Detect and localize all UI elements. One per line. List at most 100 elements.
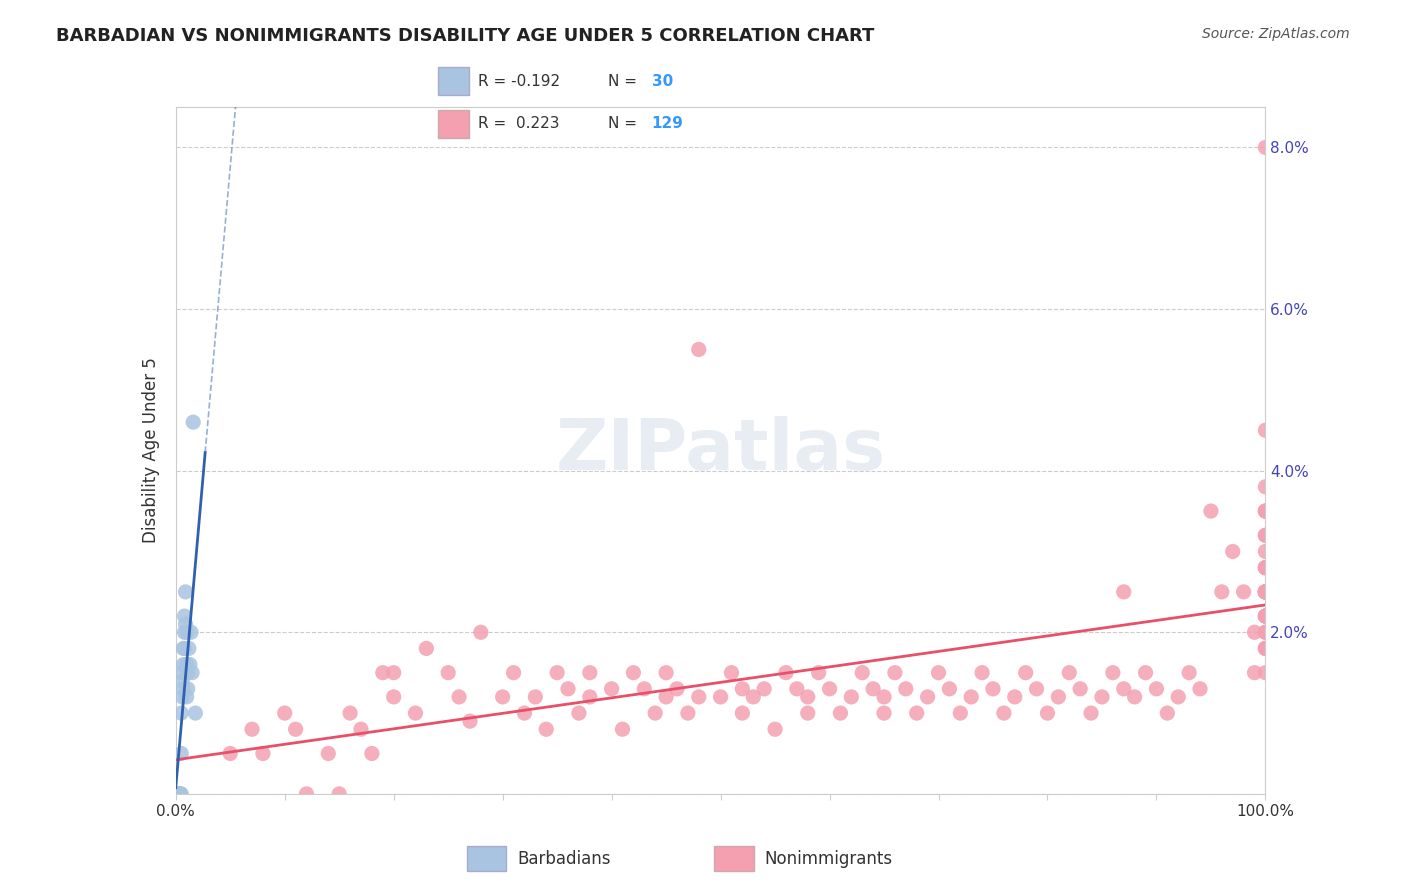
Barbadians (167, 787, 190, 801)
Barbadians (177, 665, 200, 680)
Nonimmigrants (458, 714, 481, 728)
Nonimmigrants (905, 706, 928, 720)
Nonimmigrants (371, 665, 394, 680)
Nonimmigrants (830, 706, 852, 720)
Nonimmigrants (1199, 504, 1222, 518)
Nonimmigrants (1047, 690, 1070, 704)
Nonimmigrants (1091, 690, 1114, 704)
Nonimmigrants (513, 706, 536, 720)
Nonimmigrants (981, 681, 1004, 696)
Nonimmigrants (1178, 665, 1201, 680)
Nonimmigrants (1254, 544, 1277, 558)
Barbadians (172, 673, 194, 688)
Text: Barbadians: Barbadians (517, 849, 612, 868)
Text: 30: 30 (651, 74, 673, 88)
Nonimmigrants (1254, 560, 1277, 574)
Nonimmigrants (1254, 585, 1277, 599)
Nonimmigrants (612, 723, 634, 737)
Barbadians (172, 665, 194, 680)
Barbadians (176, 625, 198, 640)
Nonimmigrants (1144, 681, 1167, 696)
Bar (467, 847, 506, 871)
Nonimmigrants (851, 665, 873, 680)
Nonimmigrants (621, 665, 644, 680)
Nonimmigrants (841, 690, 863, 704)
Nonimmigrants (1080, 706, 1102, 720)
Nonimmigrants (676, 706, 699, 720)
Nonimmigrants (917, 690, 939, 704)
Bar (439, 67, 470, 95)
Nonimmigrants (557, 681, 579, 696)
Nonimmigrants (796, 690, 818, 704)
Barbadians (179, 657, 201, 672)
Nonimmigrants (1254, 504, 1277, 518)
Barbadians (172, 690, 194, 704)
Nonimmigrants (1015, 665, 1038, 680)
Nonimmigrants (666, 681, 689, 696)
Nonimmigrants (993, 706, 1015, 720)
Nonimmigrants (328, 787, 350, 801)
Nonimmigrants (742, 690, 765, 704)
Nonimmigrants (1254, 625, 1277, 640)
Nonimmigrants (731, 706, 754, 720)
Text: ZIPatlas: ZIPatlas (555, 416, 886, 485)
Barbadians (170, 747, 193, 761)
Nonimmigrants (1243, 665, 1265, 680)
Nonimmigrants (1254, 560, 1277, 574)
Nonimmigrants (688, 343, 710, 357)
Nonimmigrants (1167, 690, 1189, 704)
Nonimmigrants (339, 706, 361, 720)
Nonimmigrants (775, 665, 797, 680)
Nonimmigrants (1004, 690, 1026, 704)
Bar (439, 110, 470, 138)
Nonimmigrants (1254, 504, 1277, 518)
Nonimmigrants (894, 681, 917, 696)
Text: N =: N = (609, 117, 643, 131)
Nonimmigrants (600, 681, 623, 696)
Nonimmigrants (655, 665, 678, 680)
Barbadians (170, 706, 193, 720)
Nonimmigrants (318, 747, 340, 761)
Text: R =  0.223: R = 0.223 (478, 117, 560, 131)
Nonimmigrants (655, 690, 678, 704)
Nonimmigrants (1254, 585, 1277, 599)
Nonimmigrants (1232, 585, 1256, 599)
Nonimmigrants (546, 665, 568, 680)
Nonimmigrants (1025, 681, 1047, 696)
Nonimmigrants (710, 690, 733, 704)
Nonimmigrants (437, 665, 460, 680)
Nonimmigrants (763, 723, 786, 737)
Nonimmigrants (1254, 585, 1277, 599)
Text: R = -0.192: R = -0.192 (478, 74, 561, 88)
Nonimmigrants (644, 706, 666, 720)
Nonimmigrants (1254, 528, 1277, 542)
Barbadians (176, 657, 198, 672)
Nonimmigrants (1156, 706, 1178, 720)
Nonimmigrants (928, 665, 950, 680)
Nonimmigrants (1254, 609, 1277, 624)
Nonimmigrants (252, 747, 274, 761)
Nonimmigrants (1254, 585, 1277, 599)
Nonimmigrants (295, 787, 318, 801)
Bar (714, 847, 754, 871)
Nonimmigrants (579, 665, 602, 680)
Nonimmigrants (1254, 423, 1277, 437)
Text: Nonimmigrants: Nonimmigrants (765, 849, 893, 868)
Nonimmigrants (884, 665, 907, 680)
Nonimmigrants (720, 665, 742, 680)
Nonimmigrants (949, 706, 972, 720)
Barbadians (180, 625, 202, 640)
Nonimmigrants (274, 706, 297, 720)
Nonimmigrants (534, 723, 557, 737)
Barbadians (174, 585, 197, 599)
Nonimmigrants (633, 681, 655, 696)
Nonimmigrants (415, 641, 437, 656)
Nonimmigrants (731, 681, 754, 696)
Barbadians (170, 787, 193, 801)
Barbadians (173, 609, 195, 624)
Nonimmigrants (1254, 504, 1277, 518)
Nonimmigrants (1057, 665, 1080, 680)
Nonimmigrants (447, 690, 470, 704)
Nonimmigrants (284, 723, 307, 737)
Nonimmigrants (492, 690, 515, 704)
